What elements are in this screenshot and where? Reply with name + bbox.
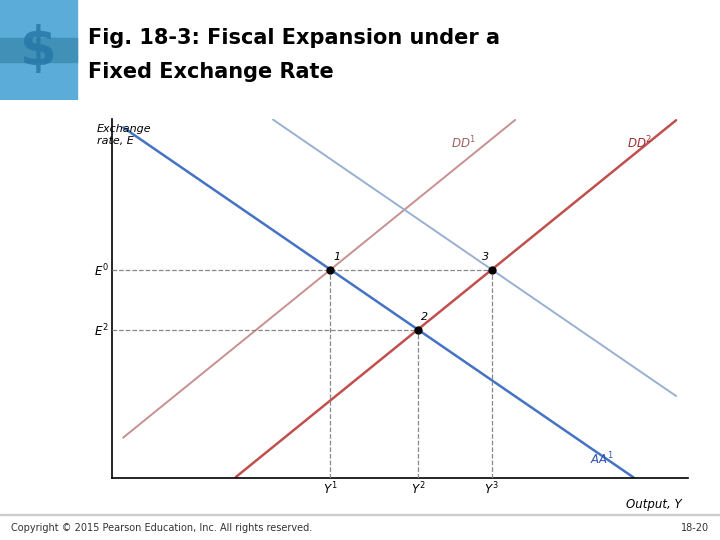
- Bar: [0, 0, 77, 100]
- Text: 3: 3: [482, 252, 489, 262]
- Text: $AA^1$: $AA^1$: [590, 450, 614, 467]
- Bar: [0, 38, 77, 62]
- Text: $DD^2$: $DD^2$: [626, 134, 652, 151]
- Text: Copyright © 2015 Pearson Education, Inc. All rights reserved.: Copyright © 2015 Pearson Education, Inc.…: [11, 523, 312, 532]
- Text: Output, Y: Output, Y: [626, 498, 682, 511]
- Text: $DD^1$: $DD^1$: [451, 134, 477, 151]
- Text: Exchange
rate, E: Exchange rate, E: [97, 124, 152, 146]
- Text: 18-20: 18-20: [681, 523, 709, 532]
- Text: 1: 1: [333, 252, 341, 262]
- Text: $: $: [19, 24, 56, 76]
- Bar: [0, 514, 720, 515]
- Text: Fixed Exchange Rate: Fixed Exchange Rate: [88, 62, 334, 82]
- Text: Fig. 18-3: Fiscal Expansion under a: Fig. 18-3: Fiscal Expansion under a: [88, 28, 500, 48]
- Text: 2: 2: [420, 312, 428, 322]
